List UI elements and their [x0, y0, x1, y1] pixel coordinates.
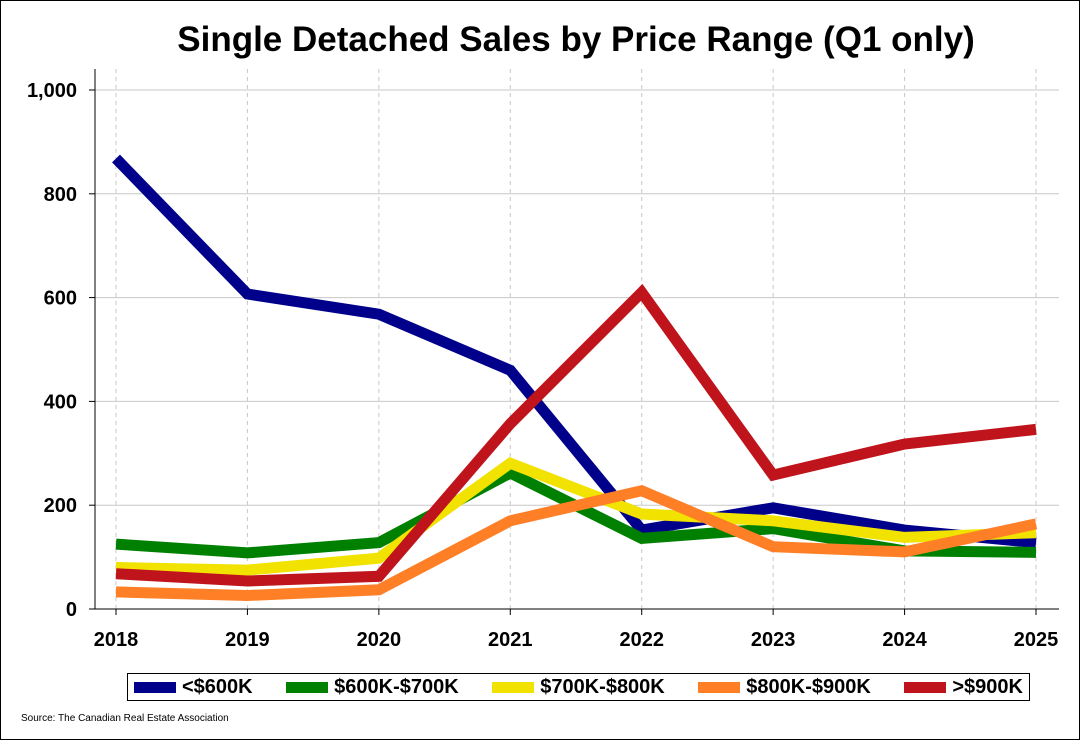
legend-swatch: [134, 681, 176, 693]
x-tick-label: 2019: [225, 629, 270, 651]
series-line-3: [115, 484, 1038, 602]
legend: <$600K $600K-$700K $700K-$800K $800K-$900K >…: [127, 673, 1030, 701]
chart-title: Single Detached Sales by Price Range (Q1…: [177, 20, 974, 59]
x-tick-label: 2020: [357, 629, 402, 651]
series-line-4: [115, 283, 1037, 587]
legend-label: <$600K: [182, 675, 253, 698]
legend-item: $600K-$700K: [286, 676, 459, 699]
y-tick-label: 800: [44, 184, 77, 206]
x-tick-label: 2025: [1014, 629, 1059, 651]
y-tick-label: 0: [66, 599, 77, 621]
legend-label: >$900K: [952, 675, 1023, 698]
y-tick-label: 600: [44, 288, 77, 310]
legend-swatch: [904, 681, 947, 693]
legend-item: $800K-$900K: [698, 676, 871, 699]
legend-label: $700K-$800K: [540, 675, 665, 698]
y-tick-label: 200: [44, 495, 77, 517]
series-line-0: [112, 154, 1037, 549]
axes: 0 200 400 600 800 1,000 2018 2019 2020 2021 2022 20…: [27, 69, 1059, 651]
legend-swatch: [698, 681, 741, 693]
legend-swatch: [286, 681, 329, 693]
series-lines: [112, 154, 1038, 602]
x-tick-label: 2022: [619, 629, 664, 651]
legend-label: $600K-$700K: [334, 675, 459, 698]
y-tick-label: 400: [44, 391, 77, 413]
legend-label: $800K-$900K: [746, 675, 871, 698]
x-tick-label: 2018: [94, 629, 139, 651]
legend-item: $700K-$800K: [492, 676, 665, 699]
x-tick-label: 2021: [488, 629, 533, 651]
legend-item: >$900K: [904, 676, 1023, 699]
x-tick-label: 2024: [882, 629, 927, 651]
source-note: Source: The Canadian Real Estate Associa…: [21, 713, 229, 724]
y-tick-label: 1,000: [27, 80, 77, 102]
series-line-2: [115, 456, 1037, 576]
legend-swatch: [492, 681, 535, 693]
x-tick-label: 2023: [751, 629, 796, 651]
legend-item: <$600K: [134, 676, 253, 699]
